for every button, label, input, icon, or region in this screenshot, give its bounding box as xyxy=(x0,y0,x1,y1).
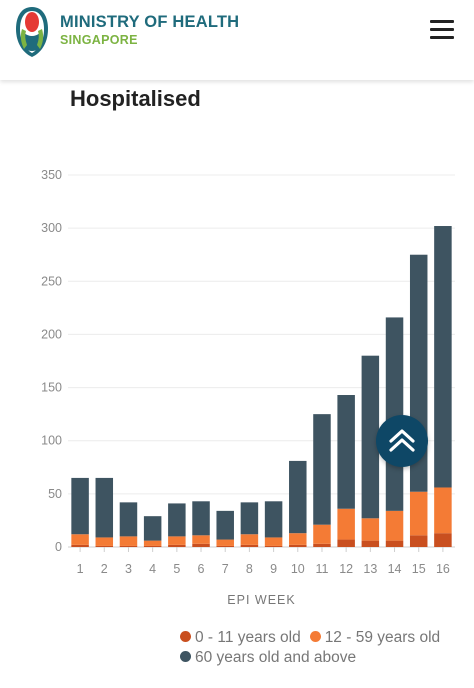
legend-item[interactable]: 12 - 59 years old xyxy=(309,628,441,648)
bar-segment xyxy=(264,501,283,538)
x-tick-label: 7 xyxy=(222,562,229,576)
chart-legend: 0 - 11 years old 12 - 59 years old 60 year… xyxy=(180,628,470,668)
chevron-double-up-icon xyxy=(389,429,415,452)
legend-swatch xyxy=(180,631,191,642)
legend-item[interactable]: 0 - 11 years old xyxy=(180,628,301,648)
bar-segment xyxy=(192,501,210,536)
x-tick-label: 16 xyxy=(436,562,450,576)
site-header: MINISTRY OF HEALTH SINGAPORE xyxy=(0,0,474,80)
moh-logo-icon[interactable] xyxy=(15,5,49,59)
bar-segment xyxy=(409,535,428,547)
bar-segment xyxy=(289,460,307,534)
bar-segment xyxy=(95,537,114,546)
bar-segment xyxy=(337,539,355,547)
bar-segment xyxy=(119,536,138,546)
bar-segment xyxy=(434,487,452,534)
x-tick-label: 12 xyxy=(339,562,353,576)
y-tick-label: 150 xyxy=(41,381,62,395)
x-axis-title: EPI WEEK xyxy=(227,593,295,607)
back-to-top-button[interactable] xyxy=(376,415,428,467)
x-tick-label: 5 xyxy=(173,562,180,576)
bar-segment xyxy=(240,534,259,545)
page-title: Hospitalised xyxy=(70,86,201,111)
x-tick-label: 13 xyxy=(363,562,377,576)
brand-country: SINGAPORE xyxy=(60,33,138,47)
x-tick-label: 4 xyxy=(149,562,156,576)
bar-segment xyxy=(192,535,210,544)
hamburger-menu-icon[interactable] xyxy=(430,20,454,40)
bar-segment xyxy=(289,533,307,545)
bar-segment xyxy=(264,537,283,546)
bar-segment xyxy=(313,414,331,525)
bar-segment xyxy=(337,395,355,509)
legend-swatch xyxy=(180,651,191,662)
x-tick-label: 9 xyxy=(270,562,277,576)
bar-segment xyxy=(361,518,380,541)
bar-segment xyxy=(192,543,210,547)
bar-segment xyxy=(385,540,404,547)
bar-segment xyxy=(337,508,355,540)
legend-label: 0 - 11 years old xyxy=(195,629,301,646)
legend-swatch xyxy=(309,631,321,642)
x-tick-label: 1 xyxy=(77,562,84,576)
bar-segment xyxy=(216,545,234,547)
y-tick-label: 350 xyxy=(41,168,62,182)
bar-segment xyxy=(385,510,404,541)
bar-segment xyxy=(95,545,114,547)
x-tick-label: 6 xyxy=(198,562,205,576)
bar-segment xyxy=(143,545,162,547)
legend-label: 60 years old and above xyxy=(195,649,357,666)
y-tick-label: 0 xyxy=(55,540,62,554)
bar-segment xyxy=(71,534,89,545)
bar-segment xyxy=(143,540,162,546)
bar-segment xyxy=(168,544,186,547)
bar-segment xyxy=(216,510,234,540)
bar-segment xyxy=(434,226,452,488)
x-tick-label: 10 xyxy=(291,562,305,576)
y-tick-label: 100 xyxy=(41,434,62,448)
bar-segment xyxy=(361,355,380,519)
x-tick-label: 2 xyxy=(101,562,108,576)
bar-segment xyxy=(434,533,452,547)
y-tick-label: 50 xyxy=(48,487,62,501)
bar-segment xyxy=(168,536,186,545)
bar-segment xyxy=(240,544,259,547)
bar-segment xyxy=(168,503,186,537)
legend-item[interactable]: 60 years old and above xyxy=(180,648,356,668)
bar-segment xyxy=(240,502,259,535)
x-tick-label: 8 xyxy=(246,562,253,576)
brand-name: MINISTRY OF HEALTH xyxy=(60,13,240,31)
bar-segment xyxy=(289,544,307,547)
bar-segment xyxy=(143,516,162,541)
bar-segment xyxy=(95,477,114,538)
y-tick-label: 200 xyxy=(41,327,62,341)
x-tick-label: 3 xyxy=(125,562,132,576)
bar-segment xyxy=(119,502,138,537)
bar-segment xyxy=(409,491,428,536)
bar-segment xyxy=(361,540,380,547)
bar-segment xyxy=(313,524,331,544)
legend-label: 12 - 59 years old xyxy=(324,629,441,646)
bar-segment xyxy=(71,544,89,547)
x-tick-label: 11 xyxy=(315,562,328,576)
bar-segment xyxy=(71,477,89,535)
x-tick-label: 15 xyxy=(412,562,426,576)
bar-segment xyxy=(264,545,283,547)
x-tick-label: 14 xyxy=(388,562,402,576)
y-tick-label: 300 xyxy=(41,221,62,235)
bar-segment xyxy=(119,545,138,547)
bar-segment xyxy=(313,543,331,547)
bar-segment xyxy=(216,539,234,546)
y-tick-label: 250 xyxy=(41,274,62,288)
